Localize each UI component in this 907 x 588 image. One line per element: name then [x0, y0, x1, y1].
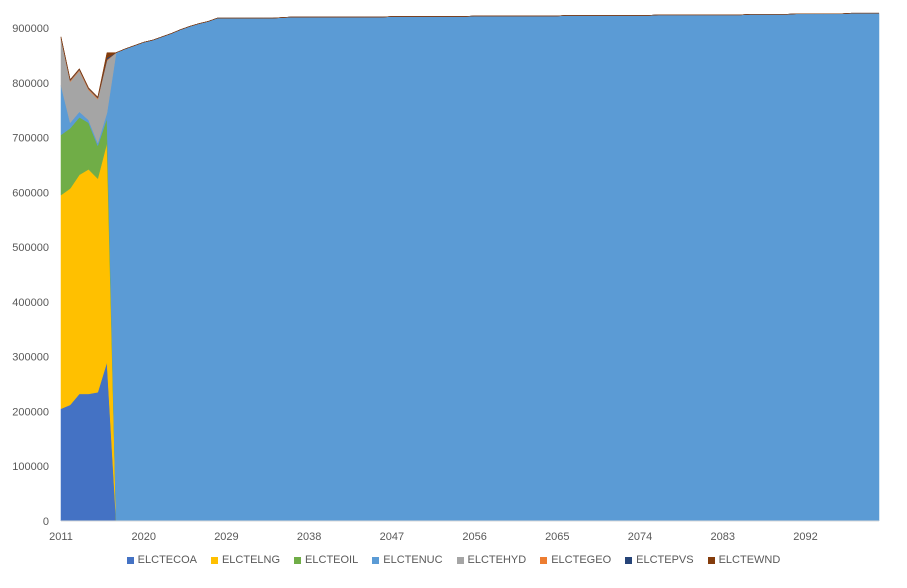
legend-label: ELCTEGEO [551, 554, 612, 566]
y-tick-label: 200000 [12, 406, 49, 418]
x-tick-label: 2029 [214, 531, 238, 543]
x-tick-label: 2020 [131, 531, 155, 543]
legend-swatch [625, 556, 633, 564]
legend-label: ELCTENUC [383, 554, 443, 566]
y-tick-label: 0 [43, 516, 49, 528]
y-tick-label: 700000 [12, 133, 49, 145]
y-tick-label: 400000 [12, 297, 49, 309]
legend-label: ELCTEPVS [636, 554, 694, 566]
legend-swatch [540, 556, 548, 564]
legend-entry-elctecoa: ELCTECOA [126, 554, 197, 566]
legend-swatch [456, 556, 464, 564]
legend-entry-elctehyd: ELCTEHYD [456, 554, 527, 566]
x-tick-label: 2047 [380, 531, 404, 543]
y-tick-label: 900000 [12, 23, 49, 35]
legend-entry-elctelng: ELCTELNG [210, 554, 281, 566]
legend-swatch [210, 556, 218, 564]
x-tick-label: 2092 [793, 531, 817, 543]
legend-label: ELCTEHYD [467, 554, 527, 566]
x-tick-label: 2056 [462, 531, 486, 543]
legend-label: ELCTECOA [137, 554, 197, 566]
y-tick-label: 600000 [12, 187, 49, 199]
x-tick-label: 2083 [711, 531, 735, 543]
y-tick-label: 800000 [12, 78, 49, 90]
x-tick-label: 2065 [545, 531, 569, 543]
legend: ELCTECOA ELCTELNG ELCTEOIL ELCTENUC ELCTEHYD… [0, 554, 907, 566]
x-tick-label: 2011 [49, 531, 73, 543]
legend-entry-elcteoil: ELCTEOIL [294, 554, 358, 566]
legend-entry-elctegeo: ELCTEGEO [540, 554, 611, 566]
legend-entry-elctenuc: ELCTENUC [372, 554, 443, 566]
y-tick-label: 100000 [12, 461, 49, 473]
x-tick-label: 2038 [297, 531, 321, 543]
legend-entry-elctepvs: ELCTEPVS [625, 554, 694, 566]
series-area-elctewnd [60, 12, 879, 99]
legend-swatch [294, 556, 302, 564]
legend-label: ELCTELNG [221, 554, 281, 566]
legend-swatch [126, 556, 134, 564]
y-tick-label: 300000 [12, 352, 49, 364]
y-tick-label: 500000 [12, 242, 49, 254]
legend-swatch [372, 556, 380, 564]
x-tick-label: 2074 [628, 531, 652, 543]
series-area-elctenuc [60, 12, 880, 522]
legend-label: ELCTEOIL [305, 554, 359, 566]
legend-swatch [707, 556, 715, 564]
legend-entry-elctewnd: ELCTEWND [707, 554, 781, 566]
legend-label: ELCTEWND [718, 554, 781, 566]
